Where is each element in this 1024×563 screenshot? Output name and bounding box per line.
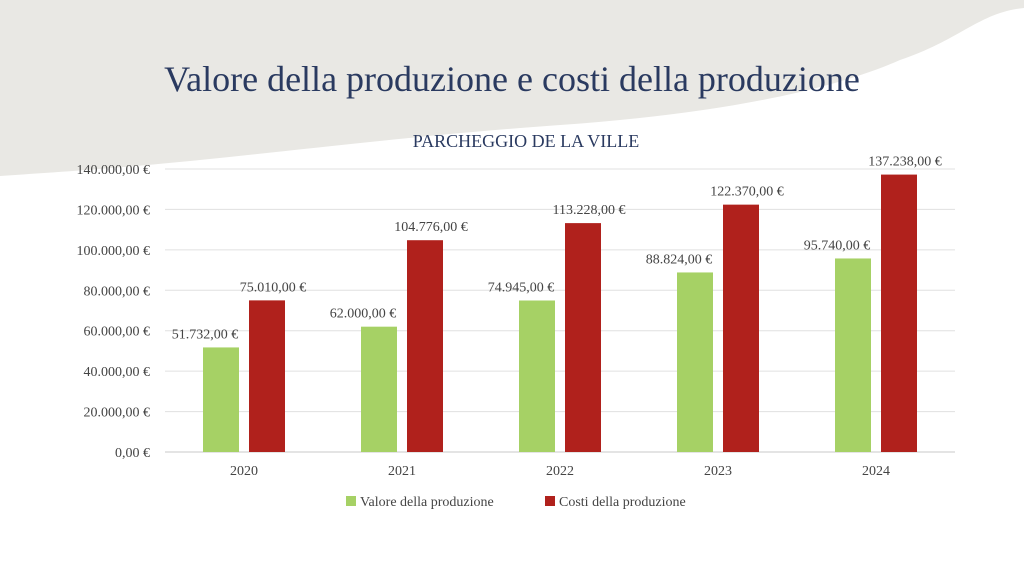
- y-tick-label: 80.000,00 €: [84, 284, 151, 299]
- y-tick-label: 40.000,00 €: [84, 365, 151, 380]
- y-tick-label: 60.000,00 €: [84, 325, 151, 340]
- data-label: 113.228,00 €: [553, 203, 626, 218]
- legend-swatch: [346, 496, 356, 506]
- data-label: 88.824,00 €: [646, 252, 713, 267]
- x-tick-label: 2021: [388, 464, 416, 479]
- gridlines: [165, 168, 955, 453]
- bar-valore: [835, 258, 871, 452]
- x-tick-label: 2024: [862, 464, 890, 479]
- torn-paper-band: [0, 0, 1024, 176]
- y-tick-label: 0,00 €: [115, 446, 150, 461]
- bar-valore: [519, 300, 555, 452]
- bar-costi: [723, 204, 759, 452]
- data-label: 51.732,00 €: [172, 327, 239, 342]
- bar-valore: [361, 326, 397, 452]
- data-label: 104.776,00 €: [394, 220, 468, 235]
- bar-costi: [249, 300, 285, 452]
- y-tick-label: 140.000,00 €: [77, 163, 151, 178]
- bars: [203, 174, 917, 452]
- data-label: 62.000,00 €: [330, 307, 397, 322]
- legend-swatch: [545, 496, 555, 506]
- data-label: 75.010,00 €: [240, 280, 307, 295]
- bar-valore: [203, 347, 239, 452]
- y-tick-label: 120.000,00 €: [77, 203, 151, 218]
- y-axis-ticks: 0,00 € 20.000,00 € 40.000,00 € 60.000,00 € 8…: [77, 163, 151, 461]
- x-axis-ticks: 2020 2021 2022 2023 2024: [230, 464, 890, 479]
- bar-valore: [677, 272, 713, 452]
- legend: Valore della produzione Costi della produ…: [346, 495, 686, 510]
- y-tick-label: 100.000,00 €: [77, 244, 151, 259]
- x-tick-label: 2020: [230, 464, 258, 479]
- data-label: 95.740,00 €: [804, 238, 871, 253]
- bar-costi: [881, 174, 917, 452]
- x-tick-label: 2022: [546, 464, 574, 479]
- bar-costi: [407, 240, 443, 452]
- y-tick-label: 20.000,00 €: [84, 406, 151, 421]
- bar-costi: [565, 223, 601, 452]
- legend-label: Costi della produzione: [559, 495, 686, 510]
- data-label: 122.370,00 €: [710, 185, 784, 200]
- x-tick-label: 2023: [704, 464, 732, 479]
- data-labels: 51.732,00 € 75.010,00 € 62.000,00 € 104.776…: [172, 155, 942, 343]
- legend-label: Valore della produzione: [360, 495, 494, 510]
- data-label: 137.238,00 €: [868, 155, 942, 170]
- chart-title: PARCHEGGIO DE LA VILLE: [413, 131, 640, 151]
- background-band: [0, 0, 1024, 176]
- data-label: 74.945,00 €: [488, 281, 555, 296]
- slide-title: Valore della produzione e costi della pr…: [164, 59, 860, 99]
